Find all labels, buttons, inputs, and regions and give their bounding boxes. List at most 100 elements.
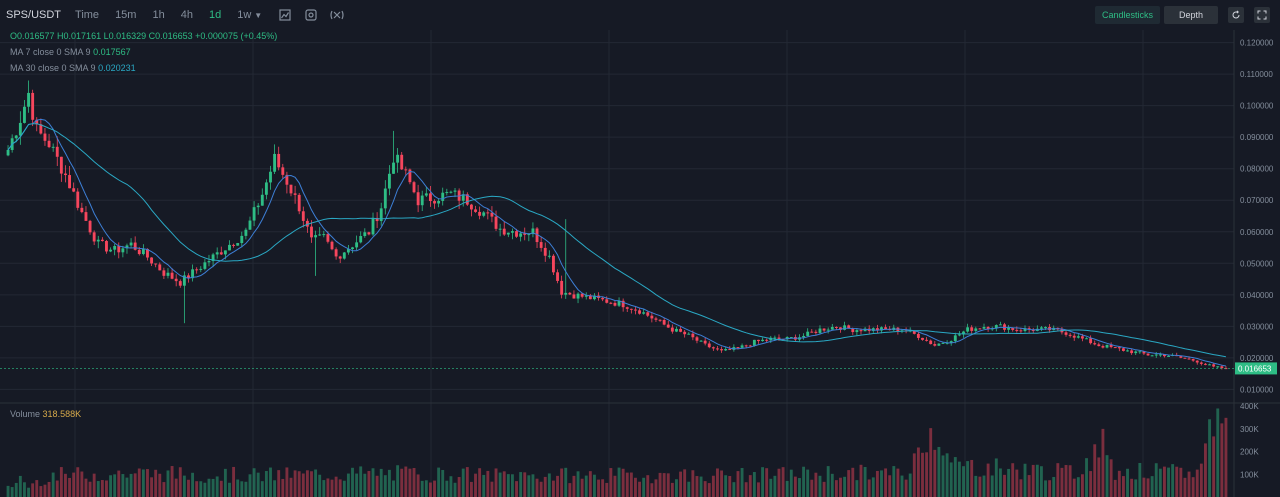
volume-bar (867, 479, 871, 497)
candle-body (814, 331, 818, 333)
candle-body (256, 205, 260, 208)
right-tools: Candlesticks Depth (1091, 6, 1270, 24)
depth-toggle[interactable]: Depth (1164, 6, 1218, 24)
volume-bar (1220, 423, 1224, 497)
candle-body (441, 192, 445, 201)
volume-legend: Volume 318.588K (10, 409, 81, 419)
candle-body (269, 171, 272, 183)
candle-body (428, 193, 432, 202)
volume-bar (621, 468, 625, 497)
settings-icon[interactable] (304, 8, 318, 22)
indicators-icon[interactable] (330, 8, 344, 22)
candle-body (552, 255, 555, 273)
volume-bar (539, 481, 543, 497)
volume-bar (6, 485, 10, 497)
volume-bar (59, 467, 63, 497)
volume-bar (515, 481, 518, 497)
candlesticks-toggle[interactable]: Candlesticks (1094, 6, 1160, 24)
candle-body (1080, 336, 1084, 339)
candle-body (92, 232, 96, 242)
volume-bar (752, 472, 756, 497)
volume-bar (679, 471, 682, 497)
volume-bar (1183, 477, 1187, 497)
candle-body (80, 207, 84, 213)
candle-body (1154, 354, 1158, 356)
timeframe-1w[interactable]: 1w ▼ (237, 9, 262, 21)
volume-bar (158, 473, 162, 497)
candle-body (129, 242, 133, 246)
candle-body (593, 295, 596, 300)
refresh-icon[interactable] (1228, 7, 1244, 23)
volume-bar (371, 468, 375, 497)
timeframe-time[interactable]: Time (75, 9, 100, 21)
volume-bar (1093, 444, 1097, 497)
volume-bar (724, 475, 728, 497)
candle-body (1015, 329, 1019, 331)
volume-bar (18, 475, 22, 497)
candle-body (515, 231, 518, 237)
candle-body (613, 302, 617, 306)
candle-body (379, 208, 383, 222)
candle-body (412, 182, 416, 193)
timeframe-1h[interactable]: 1h (152, 9, 165, 21)
candle-body (1101, 346, 1105, 348)
candle-body (527, 234, 531, 236)
candle-body (244, 229, 248, 236)
volume-bar (199, 481, 203, 497)
candle-body (51, 146, 55, 148)
candle-body (400, 154, 404, 170)
candle-body (921, 337, 924, 340)
volume-bar (1187, 471, 1191, 497)
candle-body (683, 331, 687, 335)
volume-bar (334, 476, 338, 497)
volume-bar (203, 482, 207, 497)
candle-body (1212, 364, 1216, 367)
candle-body (560, 280, 564, 295)
volume-bar (1150, 476, 1154, 497)
candle-body (170, 272, 174, 279)
volume-bar (215, 476, 219, 497)
volume-bar (892, 466, 896, 497)
volume-bar (252, 468, 256, 497)
volume-bar (76, 467, 80, 497)
volume-bar (941, 455, 945, 497)
candle-body (367, 232, 371, 235)
candle-body (884, 327, 888, 329)
candle-body (1195, 360, 1199, 363)
fullscreen-icon[interactable] (1254, 7, 1270, 23)
volume-bar (1007, 468, 1011, 497)
timeframe-4h[interactable]: 4h (180, 9, 193, 21)
volume-bar (547, 473, 551, 497)
volume-tick-label: 200K (1240, 448, 1259, 457)
candle-body (970, 327, 974, 331)
volume-bar (207, 478, 211, 497)
candle-body (433, 201, 436, 204)
candle-body (1142, 351, 1146, 354)
candle-body (506, 232, 510, 235)
candle-body (789, 337, 793, 339)
volume-bar (617, 467, 621, 497)
candle-body (236, 243, 240, 246)
volume-bar (822, 481, 826, 497)
volume-bar (285, 467, 289, 497)
candle-body (744, 345, 748, 347)
candle-body (806, 331, 810, 336)
volume-bar (527, 475, 531, 497)
volume-bar (72, 472, 76, 497)
candle-body (978, 328, 982, 330)
timeframe-1d[interactable]: 1d (208, 9, 222, 21)
chart-toolbar: SPS/USDT Time 15m 1h 4h 1d 1w ▼ Candlesti… (0, 0, 1280, 30)
candle-body (785, 337, 789, 340)
candle-body (1011, 327, 1015, 330)
candle-body (822, 328, 826, 331)
candle-body (1179, 356, 1183, 358)
candle-body (486, 212, 490, 214)
candle-body (1158, 354, 1162, 356)
candle-body (802, 335, 806, 338)
volume-bar (904, 479, 908, 497)
candle-body (925, 339, 929, 341)
chart-type-icon[interactable] (278, 8, 292, 22)
volume-bar (453, 482, 457, 497)
timeframe-15m[interactable]: 15m (115, 9, 137, 21)
